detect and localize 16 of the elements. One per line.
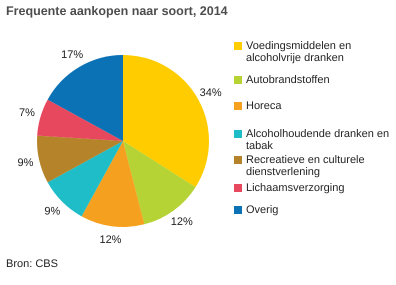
data-label: 7% <box>19 107 36 120</box>
legend-label: Horeca <box>245 100 282 112</box>
data-label: 34% <box>200 86 222 99</box>
data-label: 9% <box>17 156 34 169</box>
data-label: 17% <box>61 48 84 61</box>
data-label: 9% <box>44 206 60 218</box>
legend-label: Autobrandstoffen <box>245 74 331 86</box>
chart-title: Frequente aankopen naar soort, 2014 <box>6 4 228 18</box>
data-label: 12% <box>99 234 122 246</box>
legend-label: Overig <box>245 204 280 216</box>
legend-label: Voedingsmiddelen en alcoholvrije dranken <box>245 40 352 64</box>
legend-label: Recreatieve en culturele dienstverlening <box>245 154 366 178</box>
data-label: 12% <box>170 216 193 228</box>
legend-label: Alcoholhoudende dranken en tabak <box>245 128 390 152</box>
legend-label: Lichaamsverzorging <box>245 182 346 194</box>
text: Bron: CBS <box>6 258 58 270</box>
